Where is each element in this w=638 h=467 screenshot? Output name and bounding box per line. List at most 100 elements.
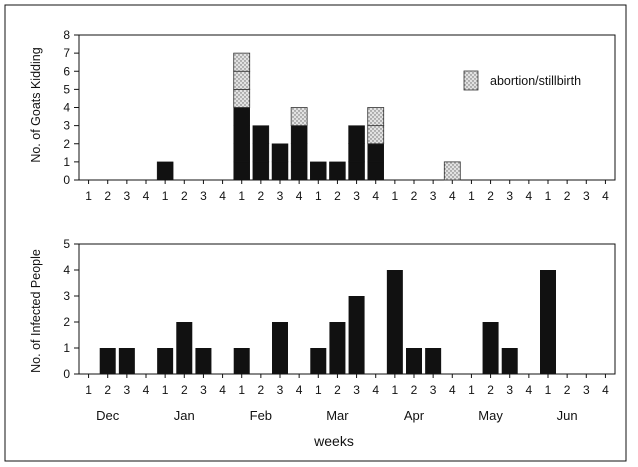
goats-x-tick-label: 1 bbox=[162, 189, 169, 203]
people-x-tick-label: 1 bbox=[85, 383, 92, 397]
goats-x-tick-label: 3 bbox=[430, 189, 437, 203]
goats-x-tick-label: 4 bbox=[143, 189, 150, 203]
goats-bar-kidding bbox=[291, 162, 307, 180]
month-label: Feb bbox=[250, 408, 272, 423]
goats-bar-abortion bbox=[291, 108, 307, 126]
goats-x-tick-label: 3 bbox=[506, 189, 513, 203]
people-x-tick-label: 4 bbox=[372, 383, 379, 397]
goats-x-tick-label: 4 bbox=[602, 189, 609, 203]
goats-x-tick-label: 3 bbox=[353, 189, 360, 203]
people-x-tick-label: 1 bbox=[545, 383, 552, 397]
goats-y-tick-label: 8 bbox=[63, 28, 70, 42]
goats-y-tick-label: 4 bbox=[63, 101, 70, 115]
people-x-tick-label: 1 bbox=[162, 383, 169, 397]
goats-x-tick-label: 4 bbox=[296, 189, 303, 203]
goats-plot-area bbox=[79, 35, 615, 180]
month-label: Apr bbox=[404, 408, 425, 423]
people-bar bbox=[157, 348, 173, 374]
people-y-tick-label: 1 bbox=[63, 341, 70, 355]
people-x-tick-label: 1 bbox=[468, 383, 475, 397]
people-y-tick-label: 2 bbox=[63, 315, 70, 329]
goats-x-tick-label: 1 bbox=[85, 189, 92, 203]
people-y-tick-label: 5 bbox=[63, 237, 70, 251]
people-y-axis-title: No. of Infected People bbox=[29, 249, 43, 373]
goats-x-tick-label: 2 bbox=[258, 189, 265, 203]
month-label: Mar bbox=[326, 408, 349, 423]
people-x-tick-label: 3 bbox=[583, 383, 590, 397]
people-bar bbox=[502, 348, 518, 374]
goats-bar-abortion bbox=[368, 108, 384, 126]
month-label: Dec bbox=[96, 408, 120, 423]
goats-x-tick-label: 3 bbox=[583, 189, 590, 203]
people-x-tick-label: 4 bbox=[219, 383, 226, 397]
goats-x-tick-label: 3 bbox=[200, 189, 207, 203]
people-bar bbox=[234, 348, 250, 374]
goats-y-tick-label: 7 bbox=[63, 46, 70, 60]
people-bar bbox=[176, 322, 192, 374]
people-x-tick-label: 2 bbox=[104, 383, 111, 397]
goats-bar-kidding bbox=[272, 144, 288, 162]
goats-x-tick-label: 2 bbox=[487, 189, 494, 203]
goats-bar-kidding bbox=[272, 162, 288, 180]
month-label: May bbox=[478, 408, 503, 423]
goats-x-tick-label: 4 bbox=[372, 189, 379, 203]
x-axis-title: weeks bbox=[313, 433, 354, 449]
people-x-tick-label: 3 bbox=[124, 383, 131, 397]
people-x-tick-label: 3 bbox=[506, 383, 513, 397]
legend-swatch-abortion bbox=[464, 71, 478, 90]
goats-bar-kidding bbox=[234, 144, 250, 162]
goats-x-tick-label: 2 bbox=[564, 189, 571, 203]
people-bar bbox=[100, 348, 116, 374]
people-y-tick-label: 4 bbox=[63, 263, 70, 277]
people-bar bbox=[483, 322, 499, 374]
goats-y-tick-label: 2 bbox=[63, 137, 70, 151]
people-bar bbox=[349, 296, 365, 374]
people-x-tick-label: 4 bbox=[143, 383, 150, 397]
people-x-tick-label: 2 bbox=[564, 383, 571, 397]
goats-x-tick-label: 1 bbox=[392, 189, 399, 203]
goats-x-tick-label: 1 bbox=[545, 189, 552, 203]
goats-x-tick-label: 2 bbox=[104, 189, 111, 203]
goats-bar-kidding bbox=[253, 144, 269, 162]
goats-x-tick-label: 4 bbox=[526, 189, 533, 203]
people-bar bbox=[406, 348, 422, 374]
goats-y-tick-label: 5 bbox=[63, 82, 70, 96]
people-bar bbox=[310, 348, 326, 374]
month-label: Jun bbox=[557, 408, 578, 423]
legend: abortion/stillbirth bbox=[464, 71, 581, 90]
goats-bar-kidding bbox=[368, 162, 384, 180]
people-bar bbox=[329, 322, 345, 374]
people-x-tick-label: 2 bbox=[334, 383, 341, 397]
goats-bar-kidding bbox=[291, 126, 307, 144]
people-bar bbox=[119, 348, 135, 374]
people-x-tick-label: 2 bbox=[258, 383, 265, 397]
goats-bar-abortion bbox=[234, 89, 250, 107]
goats-bar-abortion bbox=[444, 162, 460, 180]
goats-y-tick-label: 3 bbox=[63, 119, 70, 133]
people-x-tick-label: 4 bbox=[296, 383, 303, 397]
people-x-tick-label: 3 bbox=[353, 383, 360, 397]
people-bar bbox=[195, 348, 211, 374]
goats-x-tick-label: 2 bbox=[334, 189, 341, 203]
goats-bar-kidding bbox=[234, 162, 250, 180]
goats-y-tick-label: 0 bbox=[63, 173, 70, 187]
goats-x-tick-label: 2 bbox=[181, 189, 188, 203]
goats-bar-kidding bbox=[349, 162, 365, 180]
goats-x-tick-label: 3 bbox=[124, 189, 131, 203]
goats-bar-kidding bbox=[234, 108, 250, 126]
people-x-tick-label: 2 bbox=[487, 383, 494, 397]
goats-x-tick-label: 4 bbox=[449, 189, 456, 203]
people-bar bbox=[272, 322, 288, 374]
goats-x-tick-label: 3 bbox=[277, 189, 284, 203]
goats-x-tick-label: 4 bbox=[219, 189, 226, 203]
people-x-tick-label: 3 bbox=[430, 383, 437, 397]
people-y-tick-label: 3 bbox=[63, 289, 70, 303]
goats-y-axis-title: No. of Goats Kidding bbox=[29, 47, 43, 162]
people-y-tick-label: 0 bbox=[63, 367, 70, 381]
goats-bar-kidding bbox=[291, 144, 307, 162]
legend-label-abortion: abortion/stillbirth bbox=[490, 74, 581, 88]
people-x-tick-label: 3 bbox=[277, 383, 284, 397]
